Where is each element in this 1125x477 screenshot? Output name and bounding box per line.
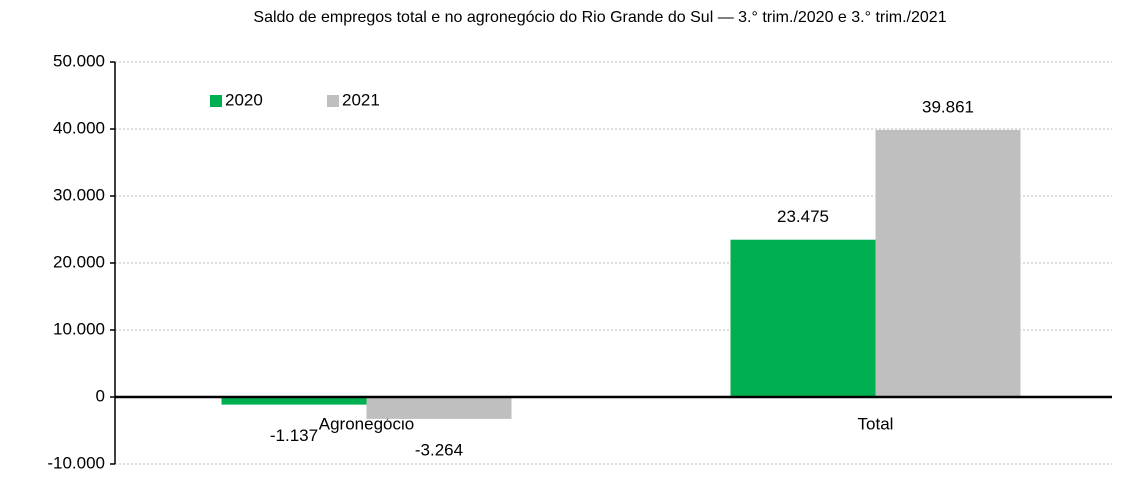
y-tick-label: 50.000 <box>53 51 105 70</box>
y-tick-label: 20.000 <box>53 252 105 271</box>
bar <box>875 129 1021 397</box>
legend-swatch <box>327 95 339 107</box>
value-label: 23.475 <box>777 207 829 226</box>
legend-label: 2021 <box>342 90 380 109</box>
bar <box>366 397 512 419</box>
y-tick-label: 30.000 <box>53 185 105 204</box>
value-label: 39.861 <box>922 97 974 116</box>
x-tick-label: Agronegócio <box>319 414 414 433</box>
bar <box>730 239 876 397</box>
legend-swatch <box>210 95 222 107</box>
y-tick-label: 0 <box>96 386 105 405</box>
value-label: -3.264 <box>415 440 463 459</box>
bar <box>221 397 367 405</box>
value-label: -1.137 <box>270 426 318 445</box>
y-tick-label: 40.000 <box>53 118 105 137</box>
chart-title: Saldo de empregos total e no agronegócio… <box>253 9 946 26</box>
y-tick-label: 10.000 <box>53 319 105 338</box>
legend-label: 2020 <box>225 90 263 109</box>
x-tick-label: Total <box>858 414 894 433</box>
y-tick-label: -10.000 <box>47 453 105 472</box>
